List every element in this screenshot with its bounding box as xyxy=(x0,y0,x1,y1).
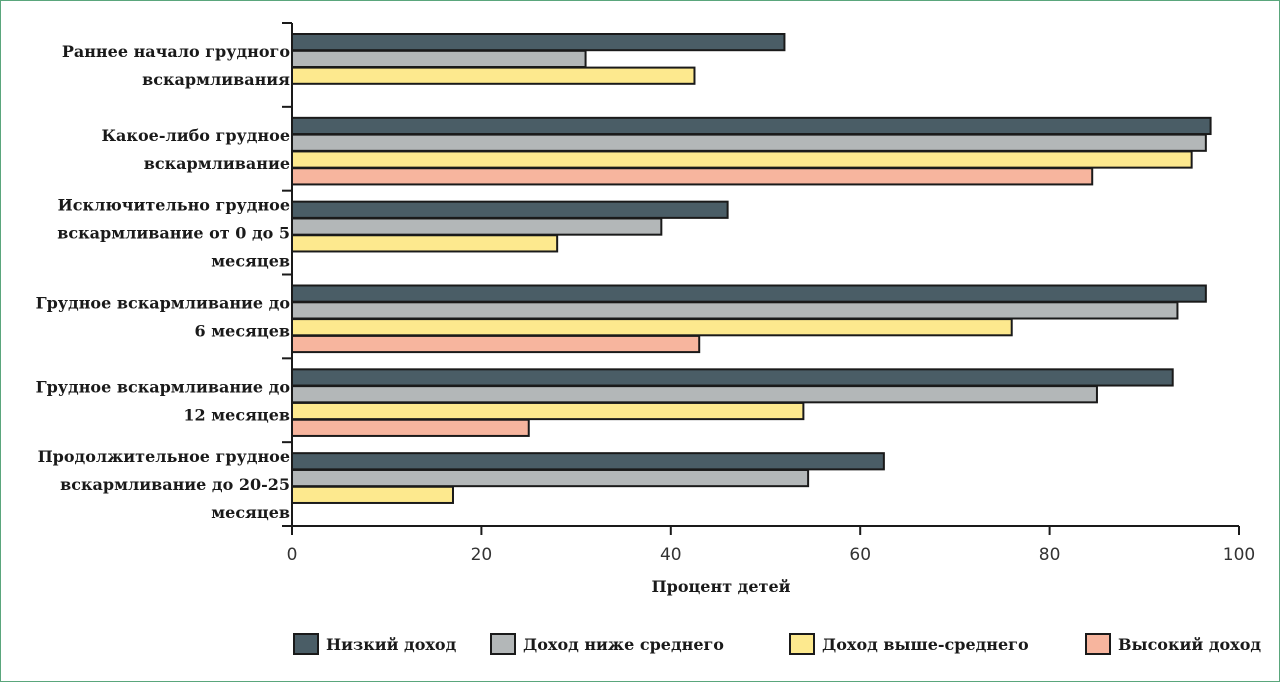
legend-swatch-3 xyxy=(789,633,815,655)
category-label-5-line-2: 12 месяцев xyxy=(183,405,290,424)
category-label-3-line-3: месяцев xyxy=(211,252,290,271)
category-label-6-line-1: Продолжительное грудное xyxy=(38,447,290,466)
bars-layer xyxy=(291,33,1212,504)
bar-1-1 xyxy=(291,33,786,52)
category-label-4-line-1: Грудное вскармливание до xyxy=(36,293,291,312)
legend-label-3: Доход выше-среднего xyxy=(822,635,1029,654)
category-label-6-line-3: месяцев xyxy=(211,503,290,522)
category-label-3-line-1: Исключительно грудное xyxy=(58,196,290,215)
bar-5-2 xyxy=(291,385,1098,404)
bar-4-1 xyxy=(291,284,1207,303)
category-label-4-line-2: 6 месяцев xyxy=(195,321,290,340)
bar-2-1 xyxy=(291,116,1212,136)
category-label-6-line-2: вскармливание до 20-25 xyxy=(60,475,290,494)
legend-swatch-2 xyxy=(490,633,516,655)
axes-layer xyxy=(282,22,1240,535)
x-tick-label: 20 xyxy=(471,545,493,565)
bar-5-4 xyxy=(291,418,530,437)
category-label-5-line-1: Грудное вскармливание до xyxy=(36,377,291,396)
category-label-2-line-1: Какое-либо грудное xyxy=(102,126,291,145)
bar-4-3 xyxy=(291,318,1013,337)
category-labels: Раннее начало грудного вскармливания Какое… xyxy=(36,42,291,522)
x-axis-title: Процент детей xyxy=(652,577,791,596)
legend-label-1: Низкий доход xyxy=(326,635,457,654)
bar-6-2 xyxy=(291,468,810,488)
bar-2-2 xyxy=(291,133,1207,152)
bar-2-3 xyxy=(291,150,1193,169)
x-tick-label: 0 xyxy=(287,545,298,565)
bar-2-4 xyxy=(291,167,1094,186)
x-tick-labels: 0 20 40 60 80 100 xyxy=(287,545,1256,565)
legend: Низкий доход Доход ниже среднего Доход выш… xyxy=(293,633,1261,655)
bar-6-1 xyxy=(291,452,885,471)
x-tick-label: 80 xyxy=(1039,545,1061,565)
bar-5-3 xyxy=(291,401,805,421)
x-tick-label: 60 xyxy=(849,545,871,565)
bar-6-3 xyxy=(291,485,454,504)
bar-1-3 xyxy=(291,66,696,85)
bar-3-1 xyxy=(291,200,729,219)
legend-label-2: Доход ниже среднего xyxy=(523,635,724,654)
x-tick-label: 100 xyxy=(1223,545,1255,565)
legend-label-4: Высокий доход xyxy=(1118,635,1261,654)
category-label-2-line-2: вскармливание xyxy=(144,154,290,173)
bar-4-2 xyxy=(291,301,1179,320)
category-label-1-line-1: Раннее начало грудного xyxy=(62,42,291,61)
bar-3-3 xyxy=(291,234,559,253)
legend-swatch-4 xyxy=(1085,633,1111,655)
category-label-3-line-2: вскармливание от 0 до 5 xyxy=(57,224,290,243)
bar-3-2 xyxy=(291,217,663,236)
bar-4-4 xyxy=(291,334,701,354)
bar-1-2 xyxy=(291,49,587,68)
legend-swatch-1 xyxy=(293,633,319,655)
category-label-1-line-2: вскармливания xyxy=(142,70,290,89)
x-tick-label: 40 xyxy=(660,545,682,565)
bar-5-1 xyxy=(291,368,1174,387)
